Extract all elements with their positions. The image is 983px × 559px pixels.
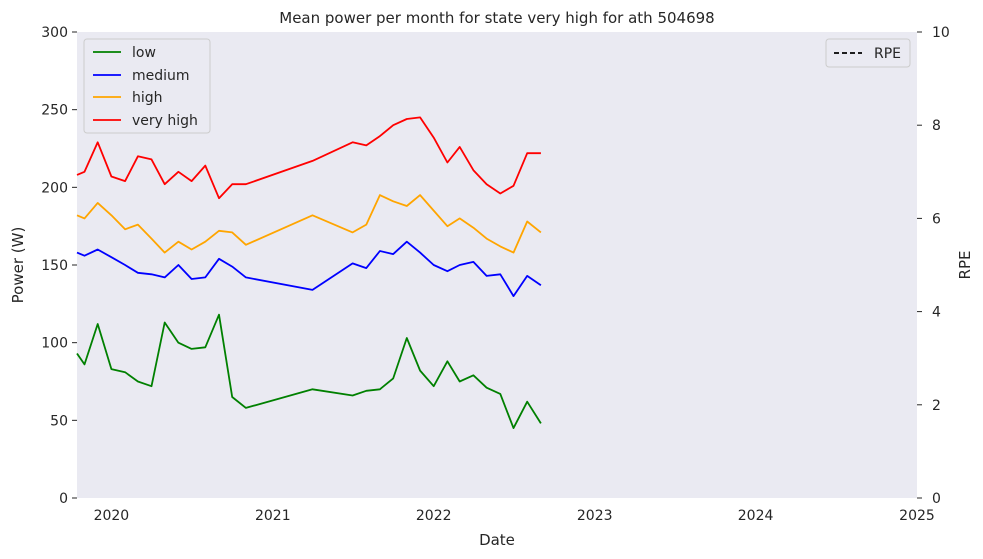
y2-tick-label: 0 — [932, 491, 941, 507]
legend-rpe: RPE — [825, 38, 911, 68]
legend-label-very-high: very high — [132, 113, 198, 129]
x-axis-ticks: 2020 2021 2022 2023 2024 2025 — [94, 508, 935, 524]
chart-title: Mean power per month for state very high… — [279, 9, 714, 27]
legend-label-medium: medium — [132, 68, 190, 84]
series-line-low — [76, 313, 542, 430]
x-tick-label: 2022 — [416, 508, 452, 524]
series-line-high — [76, 194, 542, 254]
x-tick-label: 2024 — [738, 508, 774, 524]
legend-label-high: high — [132, 90, 163, 106]
x-tick-label: 2025 — [899, 508, 935, 524]
y-tick-label: 200 — [41, 180, 68, 196]
y2-axis-ticks: 0 2 4 6 8 10 — [917, 25, 950, 507]
y2-tick-label: 2 — [932, 398, 941, 414]
x-tick-label: 2023 — [577, 508, 613, 524]
y-axis-label: Power (W) — [9, 227, 27, 304]
y-tick-label: 250 — [41, 103, 68, 119]
y2-tick-label: 6 — [932, 211, 941, 227]
series-lines — [76, 116, 542, 430]
y-tick-label: 150 — [41, 258, 68, 274]
y-tick-label: 100 — [41, 336, 68, 352]
series-line-medium — [76, 240, 542, 298]
x-axis-label: Date — [479, 531, 515, 549]
legend: low medium high very high — [83, 38, 211, 134]
x-tick-label: 2021 — [255, 508, 291, 524]
y-tick-label: 50 — [50, 413, 68, 429]
legend-label-rpe: RPE — [874, 46, 901, 62]
y2-axis-label: RPE — [956, 251, 974, 280]
legend-box — [83, 38, 211, 134]
y2-tick-label: 4 — [932, 305, 941, 321]
y-axis-ticks: 0 50 100 150 200 250 300 — [41, 25, 77, 507]
y2-tick-label: 8 — [932, 118, 941, 134]
x-tick-label: 2020 — [94, 508, 130, 524]
y-tick-label: 0 — [59, 491, 68, 507]
y2-tick-label: 10 — [932, 25, 950, 41]
plot-area — [77, 32, 917, 498]
y-tick-label: 300 — [41, 25, 68, 41]
legend-label-low: low — [132, 45, 156, 61]
series-line-very-high — [76, 116, 541, 200]
legend-rpe-box — [825, 38, 911, 68]
